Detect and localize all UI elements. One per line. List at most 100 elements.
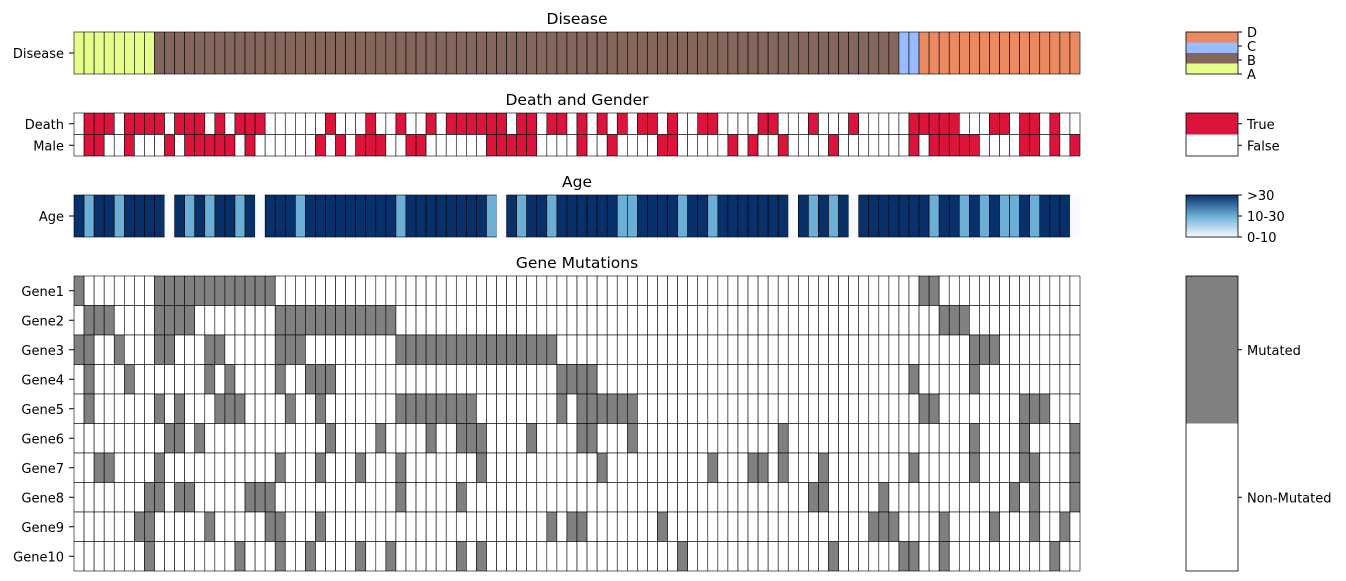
heatmap-cell <box>667 334 678 365</box>
heatmap-cell <box>174 423 185 454</box>
heatmap-cell <box>868 275 880 306</box>
heatmap-cell <box>717 334 729 365</box>
heatmap-cell <box>647 482 658 513</box>
heatmap-cell <box>838 31 849 75</box>
heatmap-cell <box>466 134 477 157</box>
heatmap-cell <box>908 134 920 157</box>
heatmap-cell <box>999 112 1010 135</box>
heatmap-cell <box>476 393 487 424</box>
legend-label-b: B <box>1247 54 1256 69</box>
heatmap-cell <box>184 364 196 395</box>
heatmap-cell <box>284 482 296 513</box>
heatmap-cell <box>455 31 467 75</box>
heatmap-cell <box>1069 393 1081 424</box>
heatmap-cell <box>506 194 517 238</box>
heatmap-cell <box>164 511 175 542</box>
heatmap-cell <box>244 511 256 542</box>
heatmap-cell <box>787 541 799 572</box>
heatmap-cell <box>979 134 990 157</box>
heatmap-cell <box>244 393 256 424</box>
heatmap-cell <box>415 482 427 513</box>
heatmap-cell <box>345 112 356 135</box>
heatmap-cell <box>958 31 970 75</box>
panel-title-gene-mutations: Gene Mutations <box>516 254 638 272</box>
heatmap-cell <box>757 334 769 365</box>
heatmap-cell <box>848 364 859 395</box>
heatmap-cell <box>717 31 729 75</box>
heatmap-cell <box>526 334 538 365</box>
heatmap-cell <box>435 452 447 483</box>
legend-label-d: D <box>1247 26 1257 41</box>
heatmap-cell <box>335 334 346 365</box>
heatmap-cell <box>928 31 940 75</box>
heatmap-cell <box>315 275 326 306</box>
heatmap-cell <box>616 194 628 238</box>
heatmap-cell <box>164 482 175 513</box>
heatmap-cell <box>1039 393 1051 424</box>
heatmap-cell <box>516 511 528 542</box>
heatmap-cell <box>566 305 578 336</box>
heatmap-cell <box>737 482 749 513</box>
heatmap-cell <box>888 334 900 365</box>
heatmap-cell <box>667 364 678 395</box>
heatmap-cell <box>818 393 829 424</box>
heatmap-cell <box>757 31 769 75</box>
heatmap-cell <box>345 452 356 483</box>
heatmap-cell <box>345 511 356 542</box>
heatmap-cell <box>305 482 316 513</box>
heatmap-cell <box>586 134 598 157</box>
heatmap-cell <box>264 541 276 572</box>
heatmap-cell <box>536 511 548 542</box>
heatmap-cell <box>808 194 819 238</box>
heatmap-cell <box>445 334 457 365</box>
heatmap-cell <box>637 194 648 238</box>
heatmap-cell <box>626 482 638 513</box>
heatmap-cell <box>315 423 326 454</box>
heatmap-cell <box>315 541 326 572</box>
heatmap-cell <box>496 452 507 483</box>
legend-swatch-non-mutated <box>1186 423 1238 571</box>
heatmap-cell <box>83 511 95 542</box>
heatmap-cell <box>687 423 699 454</box>
heatmap-cell <box>274 452 286 483</box>
heatmap-cell <box>103 334 115 365</box>
heatmap-cell <box>798 334 809 365</box>
heatmap-cell <box>848 134 859 157</box>
heatmap-cell <box>466 482 477 513</box>
heatmap-cell <box>83 275 95 306</box>
heatmap-cell <box>295 112 306 135</box>
heatmap-cell <box>838 194 849 238</box>
heatmap-cell <box>918 452 930 483</box>
heatmap-cell <box>798 275 809 306</box>
heatmap-cell <box>798 482 809 513</box>
heatmap-cell <box>284 194 296 238</box>
heatmap-cell <box>1059 482 1071 513</box>
heatmap-cell <box>556 31 568 75</box>
heatmap-cell <box>616 511 628 542</box>
heatmap-cell <box>274 393 286 424</box>
heatmap-cell <box>214 511 226 542</box>
heatmap-cell <box>1029 134 1041 157</box>
heatmap-cell <box>144 134 155 157</box>
heatmap-cell <box>93 31 105 75</box>
heatmap-cell <box>335 423 346 454</box>
heatmap-cell <box>154 511 165 542</box>
heatmap-cell <box>425 482 437 513</box>
heatmap-cell <box>476 305 487 336</box>
heatmap-cell <box>375 31 387 75</box>
heatmap-cell <box>325 482 336 513</box>
heatmap-cell <box>556 393 568 424</box>
heatmap-cell <box>848 511 859 542</box>
heatmap-cell <box>958 112 970 135</box>
heatmap-cell <box>798 511 809 542</box>
heatmap-cell <box>435 31 447 75</box>
heatmap-cell <box>325 305 336 336</box>
heatmap-cell <box>808 275 819 306</box>
heatmap-cell <box>707 194 719 238</box>
heatmap-cell <box>445 194 457 238</box>
heatmap-cell <box>908 364 920 395</box>
heatmap-cell <box>1069 275 1081 306</box>
heatmap-cell <box>466 511 477 542</box>
heatmap-cell <box>928 393 940 424</box>
heatmap-cell <box>667 541 678 572</box>
